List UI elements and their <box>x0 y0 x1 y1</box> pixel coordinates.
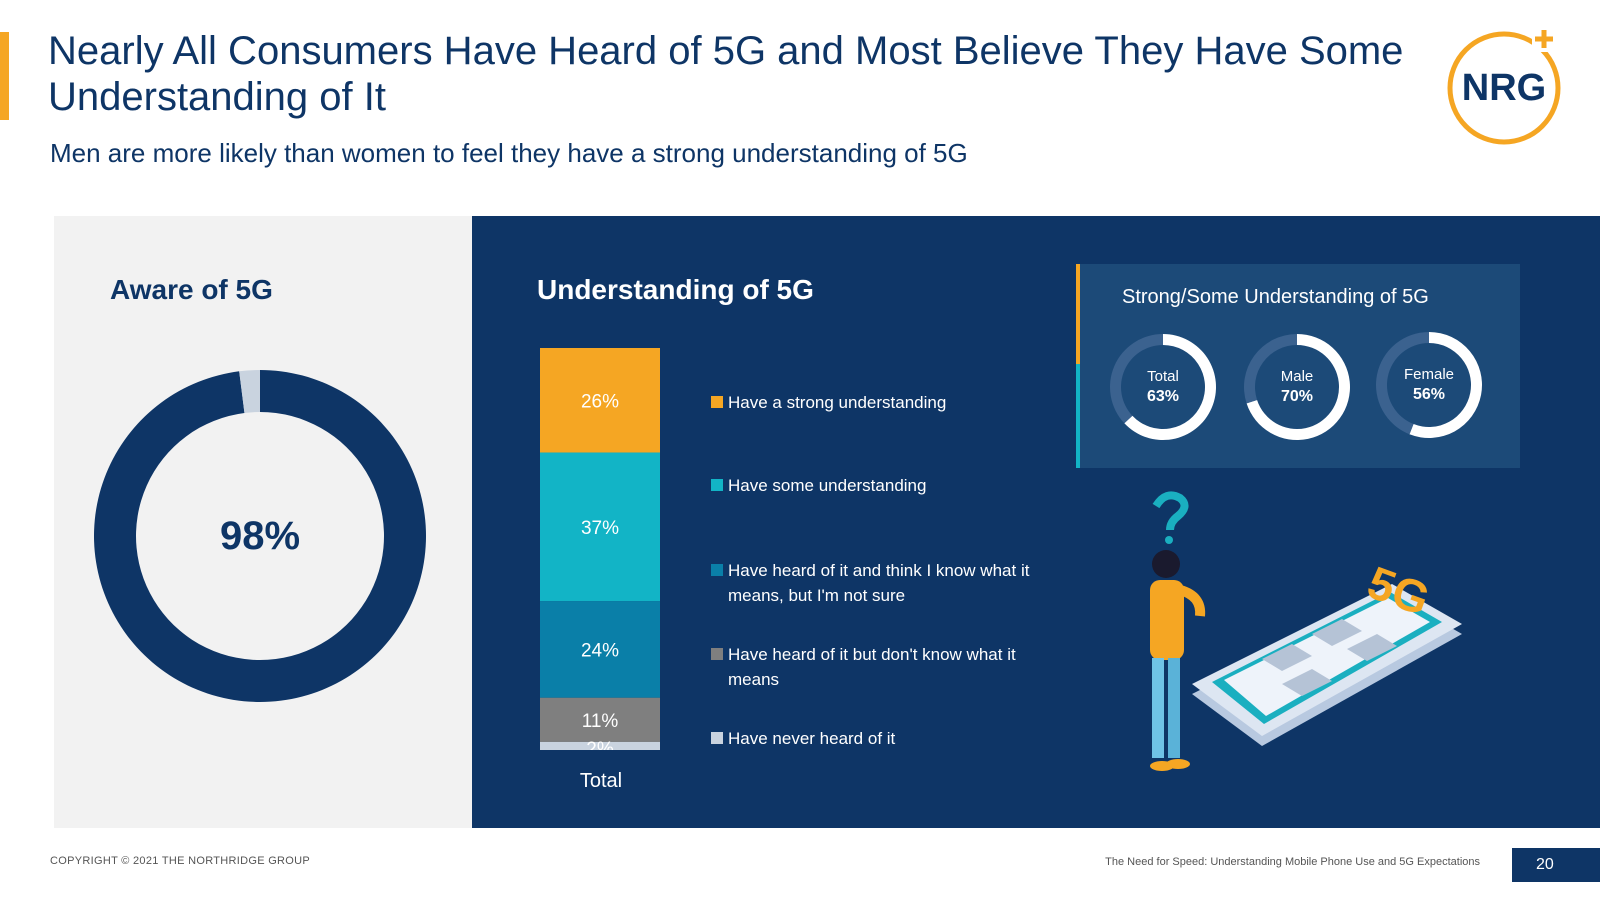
bar-data-label: 2% <box>586 739 614 750</box>
donut-female-chart <box>1376 332 1482 438</box>
bar-data-label: 37% <box>581 518 619 539</box>
legend-swatch <box>711 648 723 660</box>
slide-title: Nearly All Consumers Have Heard of 5G an… <box>48 29 1404 119</box>
bar-segment-4 <box>540 741 660 750</box>
legend-swatch <box>711 396 723 408</box>
legend-swatch <box>711 479 723 491</box>
donut-remainder-arc <box>1244 334 1297 404</box>
bar-segment-3 <box>540 697 660 742</box>
legend-label: Have a strong understanding <box>728 393 947 412</box>
donut-value-arc <box>1409 332 1482 438</box>
donut-male: Male 70% <box>1242 332 1352 442</box>
bar-category-label: Total <box>579 770 623 792</box>
nrg-logo: NRG <box>1447 26 1561 145</box>
legend-label: Have some understanding <box>728 476 927 495</box>
donut-total-chart <box>1110 334 1216 440</box>
legend-label: Have never heard of it <box>728 729 896 748</box>
understanding-title: Understanding of 5G <box>537 274 814 305</box>
copyright-text: COPYRIGHT © 2021 THE NORTHRIDGE GROUP <box>50 855 311 867</box>
legend-item-some: Have some understanding <box>711 473 1071 498</box>
bar-segment-0 <box>540 348 660 453</box>
awareness-panel: Aware of 5G 98% <box>54 216 472 828</box>
donut-total-label: Total <box>1147 368 1179 385</box>
donut-remainder-arc <box>1110 334 1163 424</box>
bar-data-label: 11% <box>582 711 619 732</box>
donut-total: Total 63% <box>1108 332 1218 442</box>
bar-data-label: 26% <box>581 391 619 412</box>
slide-subtitle: Men are more likely than women to feel t… <box>50 138 968 168</box>
legend-label: Have heard of it and think I know what i… <box>728 561 1030 605</box>
person-phone-5g-illustration: 5G <box>1150 491 1462 771</box>
box-accent-orange <box>1076 264 1080 364</box>
title-accent-bar <box>0 32 9 120</box>
legend-item-never: Have never heard of it <box>711 726 1071 751</box>
awareness-value: 98% <box>219 513 301 558</box>
bar-data-label: 24% <box>581 641 619 662</box>
strong-some-understanding-box: Strong/Some Understanding of 5G Total 63… <box>1076 264 1520 468</box>
donut-total-value: 63% <box>1146 388 1180 405</box>
donut-value-arc <box>1124 334 1216 440</box>
report-title: The Need for Speed: Understanding Mobile… <box>1105 856 1480 868</box>
page-number: 20 <box>1512 848 1600 882</box>
donut-male-value: 70% <box>1280 388 1314 405</box>
bar-segment-1 <box>540 452 660 602</box>
understanding-panel: Understanding of 5G 26% 37% 24% 11% 2% Total… <box>472 216 1600 828</box>
logo-text: NRG <box>1462 67 1546 109</box>
awareness-donut-chart <box>94 370 426 702</box>
donut-female-value: 56% <box>1412 386 1446 403</box>
bar-segment-2 <box>540 601 660 698</box>
donut-female-label: Female <box>1403 366 1455 383</box>
donut-female: Female 56% <box>1374 330 1484 440</box>
awareness-title: Aware of 5G <box>110 274 273 305</box>
strong-some-title: Strong/Some Understanding of 5G <box>1122 286 1429 308</box>
donut-remainder-arc <box>1376 332 1429 435</box>
legend-item-dont-know: Have heard of it but don't know what it … <box>711 642 1071 692</box>
legend-label: Have heard of it but don't know what it … <box>728 645 1016 689</box>
not-aware-slice <box>239 370 260 413</box>
box-accent-teal <box>1076 364 1080 468</box>
legend-item-strong: Have a strong understanding <box>711 390 1071 415</box>
legend-swatch <box>711 564 723 576</box>
donut-male-label: Male <box>1280 368 1314 385</box>
understanding-stacked-bar: 26% 37% 24% 11% 2% <box>540 348 660 750</box>
donut-male-chart <box>1244 334 1350 440</box>
legend-swatch <box>711 732 723 744</box>
legend-item-not-sure: Have heard of it and think I know what i… <box>711 558 1071 608</box>
